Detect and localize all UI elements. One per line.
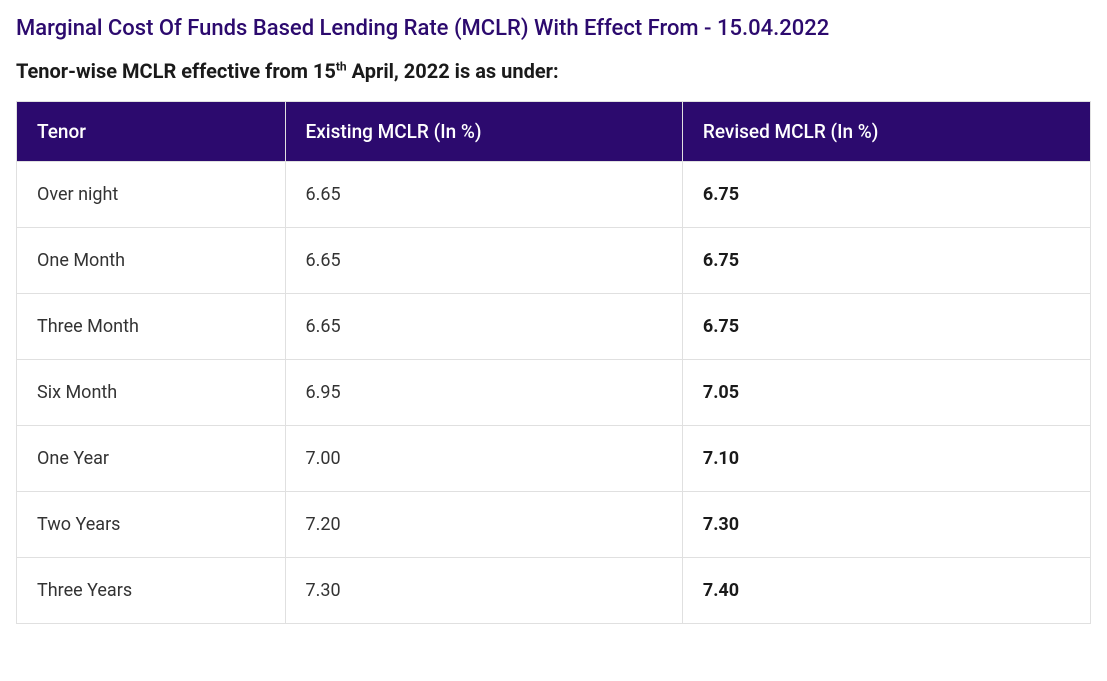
col-header-revised: Revised MCLR (In %) <box>682 102 1090 162</box>
table-row: Three Month6.656.75 <box>17 294 1091 360</box>
cell-tenor: Six Month <box>17 360 286 426</box>
table-row: Three Years7.307.40 <box>17 558 1091 624</box>
subtitle-prefix: Tenor-wise MCLR effective from 15 <box>16 59 336 83</box>
cell-revised: 7.30 <box>682 492 1090 558</box>
cell-revised: 7.10 <box>682 426 1090 492</box>
subtitle: Tenor-wise MCLR effective from 15th Apri… <box>16 59 1091 83</box>
cell-tenor: Over night <box>17 162 286 228</box>
cell-existing: 6.65 <box>285 228 682 294</box>
subtitle-suffix: April, 2022 is as under: <box>347 59 559 83</box>
mclr-table: Tenor Existing MCLR (In %) Revised MCLR … <box>16 101 1091 624</box>
cell-existing: 6.95 <box>285 360 682 426</box>
table-row: Two Years7.207.30 <box>17 492 1091 558</box>
cell-revised: 6.75 <box>682 294 1090 360</box>
cell-revised: 7.05 <box>682 360 1090 426</box>
subtitle-sup: th <box>336 59 347 73</box>
cell-revised: 7.40 <box>682 558 1090 624</box>
cell-existing: 7.30 <box>285 558 682 624</box>
cell-tenor: Three Years <box>17 558 286 624</box>
col-header-tenor: Tenor <box>17 102 286 162</box>
cell-existing: 6.65 <box>285 294 682 360</box>
cell-existing: 6.65 <box>285 162 682 228</box>
table-row: Over night6.656.75 <box>17 162 1091 228</box>
cell-tenor: One Month <box>17 228 286 294</box>
cell-tenor: Three Month <box>17 294 286 360</box>
cell-tenor: One Year <box>17 426 286 492</box>
cell-revised: 6.75 <box>682 228 1090 294</box>
table-header-row: Tenor Existing MCLR (In %) Revised MCLR … <box>17 102 1091 162</box>
col-header-existing: Existing MCLR (In %) <box>285 102 682 162</box>
table-row: One Year7.007.10 <box>17 426 1091 492</box>
cell-existing: 7.00 <box>285 426 682 492</box>
table-row: Six Month6.957.05 <box>17 360 1091 426</box>
table-row: One Month6.656.75 <box>17 228 1091 294</box>
cell-revised: 6.75 <box>682 162 1090 228</box>
page-title: Marginal Cost Of Funds Based Lending Rat… <box>16 16 1091 41</box>
cell-existing: 7.20 <box>285 492 682 558</box>
cell-tenor: Two Years <box>17 492 286 558</box>
